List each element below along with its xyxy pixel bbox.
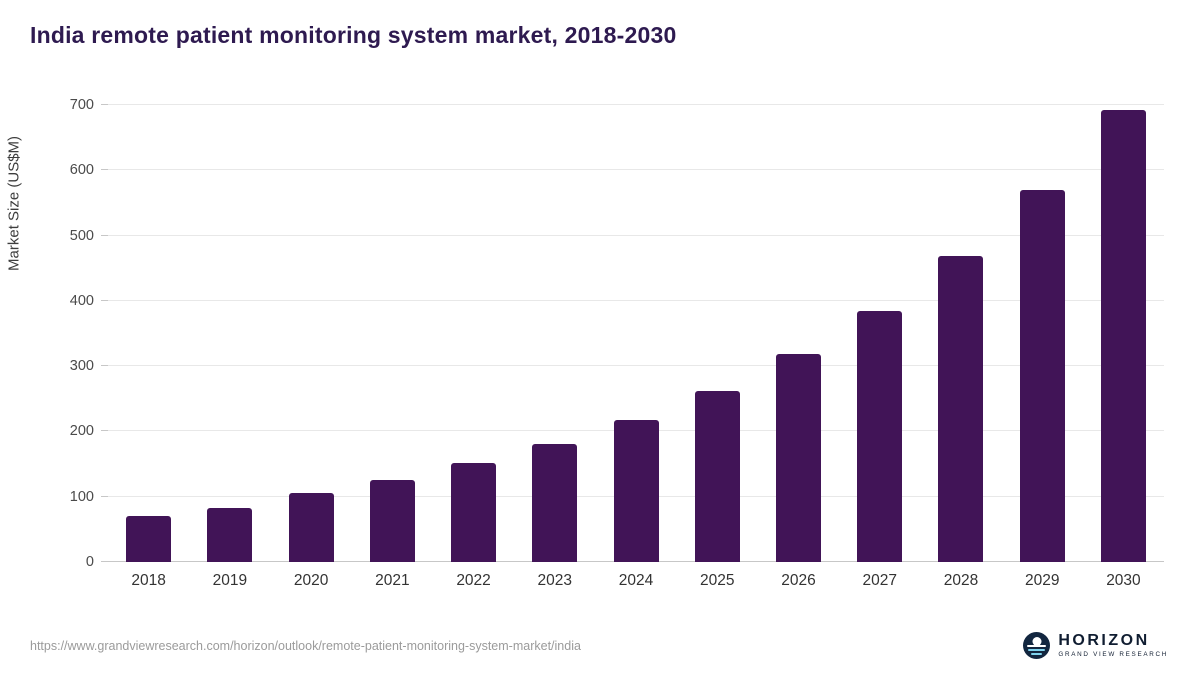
x-tick-label-2023: 2023 (537, 572, 573, 589)
y-tick-label-100: 100 (69, 488, 94, 505)
x-tick-label-2022: 2022 (456, 572, 491, 589)
bar-2020 (288, 493, 334, 562)
bar-2024 (613, 419, 659, 562)
footer: https://www.grandviewresearch.com/horizo… (30, 632, 1168, 659)
y-tick-mark (101, 234, 108, 236)
bar-slot-2030 (1083, 105, 1164, 562)
bar-slot-2026 (758, 105, 839, 562)
horizon-logo-icon (1023, 632, 1051, 659)
plot-area: 0 100 200 300 400 500 600 700 (70, 97, 1164, 570)
bar-2018 (126, 516, 172, 562)
bar-2019 (207, 508, 253, 562)
y-tick-mark (101, 365, 108, 367)
x-tick-label-2018: 2018 (131, 572, 166, 589)
y-tick-mark (101, 430, 108, 432)
y-tick-mark (101, 561, 108, 562)
x-tick-label-2020: 2020 (293, 572, 329, 589)
logo-text-block: HORIZON GRAND VIEW RESEARCH (1058, 631, 1168, 658)
x-tick-label-2026: 2026 (781, 572, 816, 589)
bar-2026 (775, 354, 821, 562)
x-axis-labels: 2018 2019 2020 2021 2022 2023 2024 2025 2026 2027… (108, 572, 1164, 590)
y-tick-mark (101, 495, 108, 497)
x-tick-label-2030: 2030 (1106, 572, 1141, 589)
gridline-400 (108, 299, 1164, 301)
logo-horizon-line-icon (1027, 645, 1047, 647)
bar-2022 (451, 462, 497, 562)
bar-2025 (694, 390, 740, 562)
horizon-logo: HORIZON GRAND VIEW RESEARCH (1023, 632, 1168, 659)
bar-slot-2027 (839, 105, 920, 562)
y-tick-label-300: 300 (69, 358, 94, 375)
bar-2027 (857, 310, 903, 562)
bar-2030 (1100, 110, 1146, 562)
bar-slot-2024 (595, 105, 676, 562)
logo-tagline: GRAND VIEW RESEARCH (1058, 650, 1168, 658)
bar-slot-2029 (1002, 105, 1083, 562)
gridline-600 (108, 169, 1164, 171)
y-tick-mark (101, 104, 108, 105)
x-tick-label-2025: 2025 (700, 572, 735, 589)
gridline-500 (108, 234, 1164, 236)
logo-wave-icon (1028, 649, 1046, 651)
gridline-300 (108, 365, 1164, 367)
x-tick-label-2028: 2028 (943, 572, 979, 589)
bar-2021 (369, 480, 415, 562)
y-tick-mark (101, 299, 108, 301)
x-tick-label-2021: 2021 (375, 572, 410, 589)
bars-layer (108, 105, 1164, 562)
x-tick-label-2029: 2029 (1024, 572, 1060, 589)
y-tick-label-0: 0 (85, 554, 94, 570)
y-tick-label-200: 200 (69, 423, 94, 440)
bar-slot-2028 (920, 105, 1001, 562)
gridline-700 (108, 104, 1164, 105)
logo-wave-icon (1031, 653, 1043, 655)
bar-slot-2023 (514, 105, 595, 562)
y-tick-label-700: 700 (69, 97, 94, 113)
y-tick-mark (101, 169, 108, 171)
bar-slot-2022 (433, 105, 514, 562)
y-tick-label-500: 500 (69, 227, 94, 244)
x-tick-label-2024: 2024 (618, 572, 654, 589)
bar-slot-2025 (677, 105, 758, 562)
bar-slot-2019 (189, 105, 270, 562)
bar-2028 (938, 256, 984, 562)
y-tick-label-400: 400 (69, 292, 94, 309)
x-tick-label-2019: 2019 (212, 572, 248, 589)
bar-slot-2021 (352, 105, 433, 562)
bar-slot-2020 (270, 105, 351, 562)
bar-2029 (1019, 189, 1065, 562)
source-url: https://www.grandviewresearch.com/horizo… (30, 638, 581, 653)
logo-sun-icon (1032, 637, 1042, 646)
y-tick-label-600: 600 (69, 162, 94, 179)
bar-slot-2018 (108, 105, 189, 562)
x-tick-label-2027: 2027 (862, 572, 897, 589)
bar-2023 (532, 443, 578, 562)
y-axis-label: Market Size (US$M) (5, 135, 23, 271)
logo-name: HORIZON (1058, 631, 1150, 649)
chart-title: India remote patient monitoring system m… (30, 22, 677, 48)
